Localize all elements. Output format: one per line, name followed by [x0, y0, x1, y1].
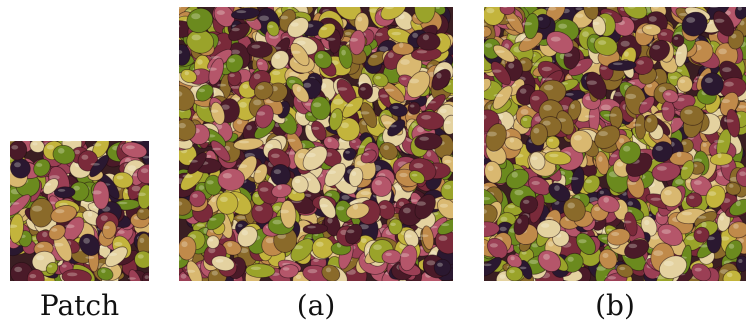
patch-image [10, 141, 149, 281]
patch-texture [10, 141, 149, 281]
panel-a-caption: (a) [296, 289, 336, 322]
panel-b-caption: (b) [595, 289, 635, 322]
panel-a-image [179, 7, 453, 281]
panel-b-image [484, 7, 746, 281]
panel-a-texture [179, 7, 453, 281]
panel-b-texture [484, 7, 746, 281]
patch-caption: Patch [39, 289, 120, 322]
